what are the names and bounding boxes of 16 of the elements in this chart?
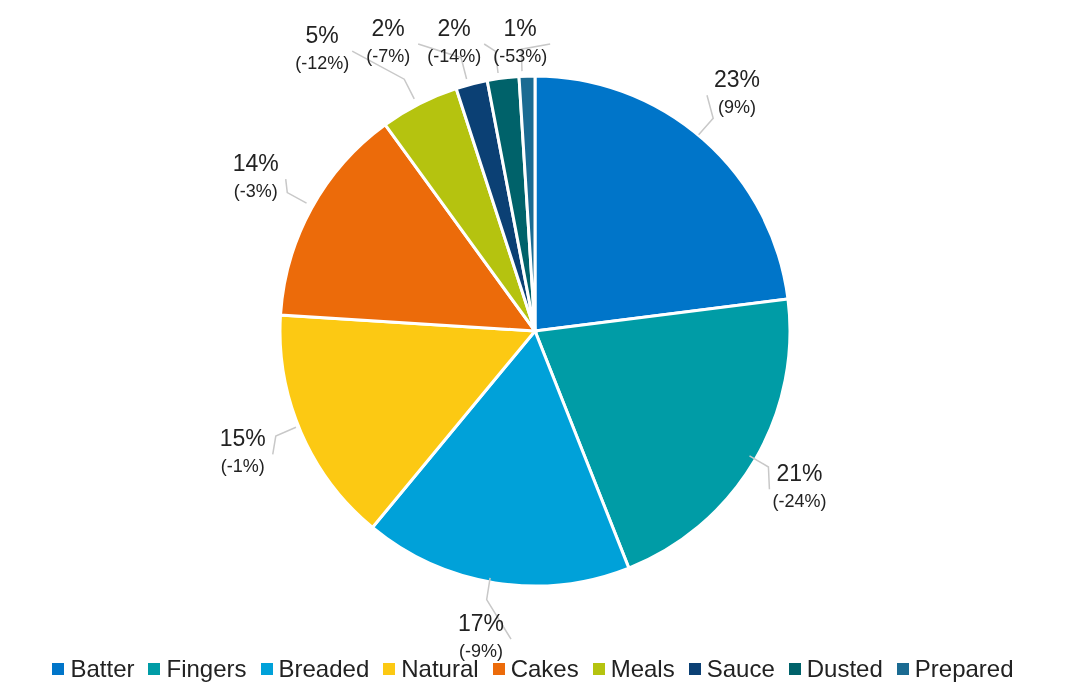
data-label: 21% (-24%): [772, 460, 827, 512]
legend-label: Sauce: [706, 655, 775, 683]
legend-label: Meals: [610, 655, 675, 683]
data-label: 15% (-1%): [219, 425, 266, 477]
legend-label: Cakes: [510, 655, 579, 683]
legend-label: Breaded: [278, 655, 370, 683]
legend-label: Fingers: [166, 655, 247, 683]
legend-label: Dusted: [806, 655, 883, 683]
legend-label: Batter: [70, 655, 135, 683]
data-label: 1% (-53%): [493, 15, 548, 66]
data-label: 23% (9%): [713, 66, 761, 118]
data-label: 2% (-14%): [427, 15, 482, 66]
legend-label: Prepared: [914, 655, 1014, 683]
data-label: 2% (-7%): [366, 15, 411, 66]
data-label: 14% (-3%): [232, 150, 279, 202]
data-label: 5% (-12%): [295, 22, 350, 74]
